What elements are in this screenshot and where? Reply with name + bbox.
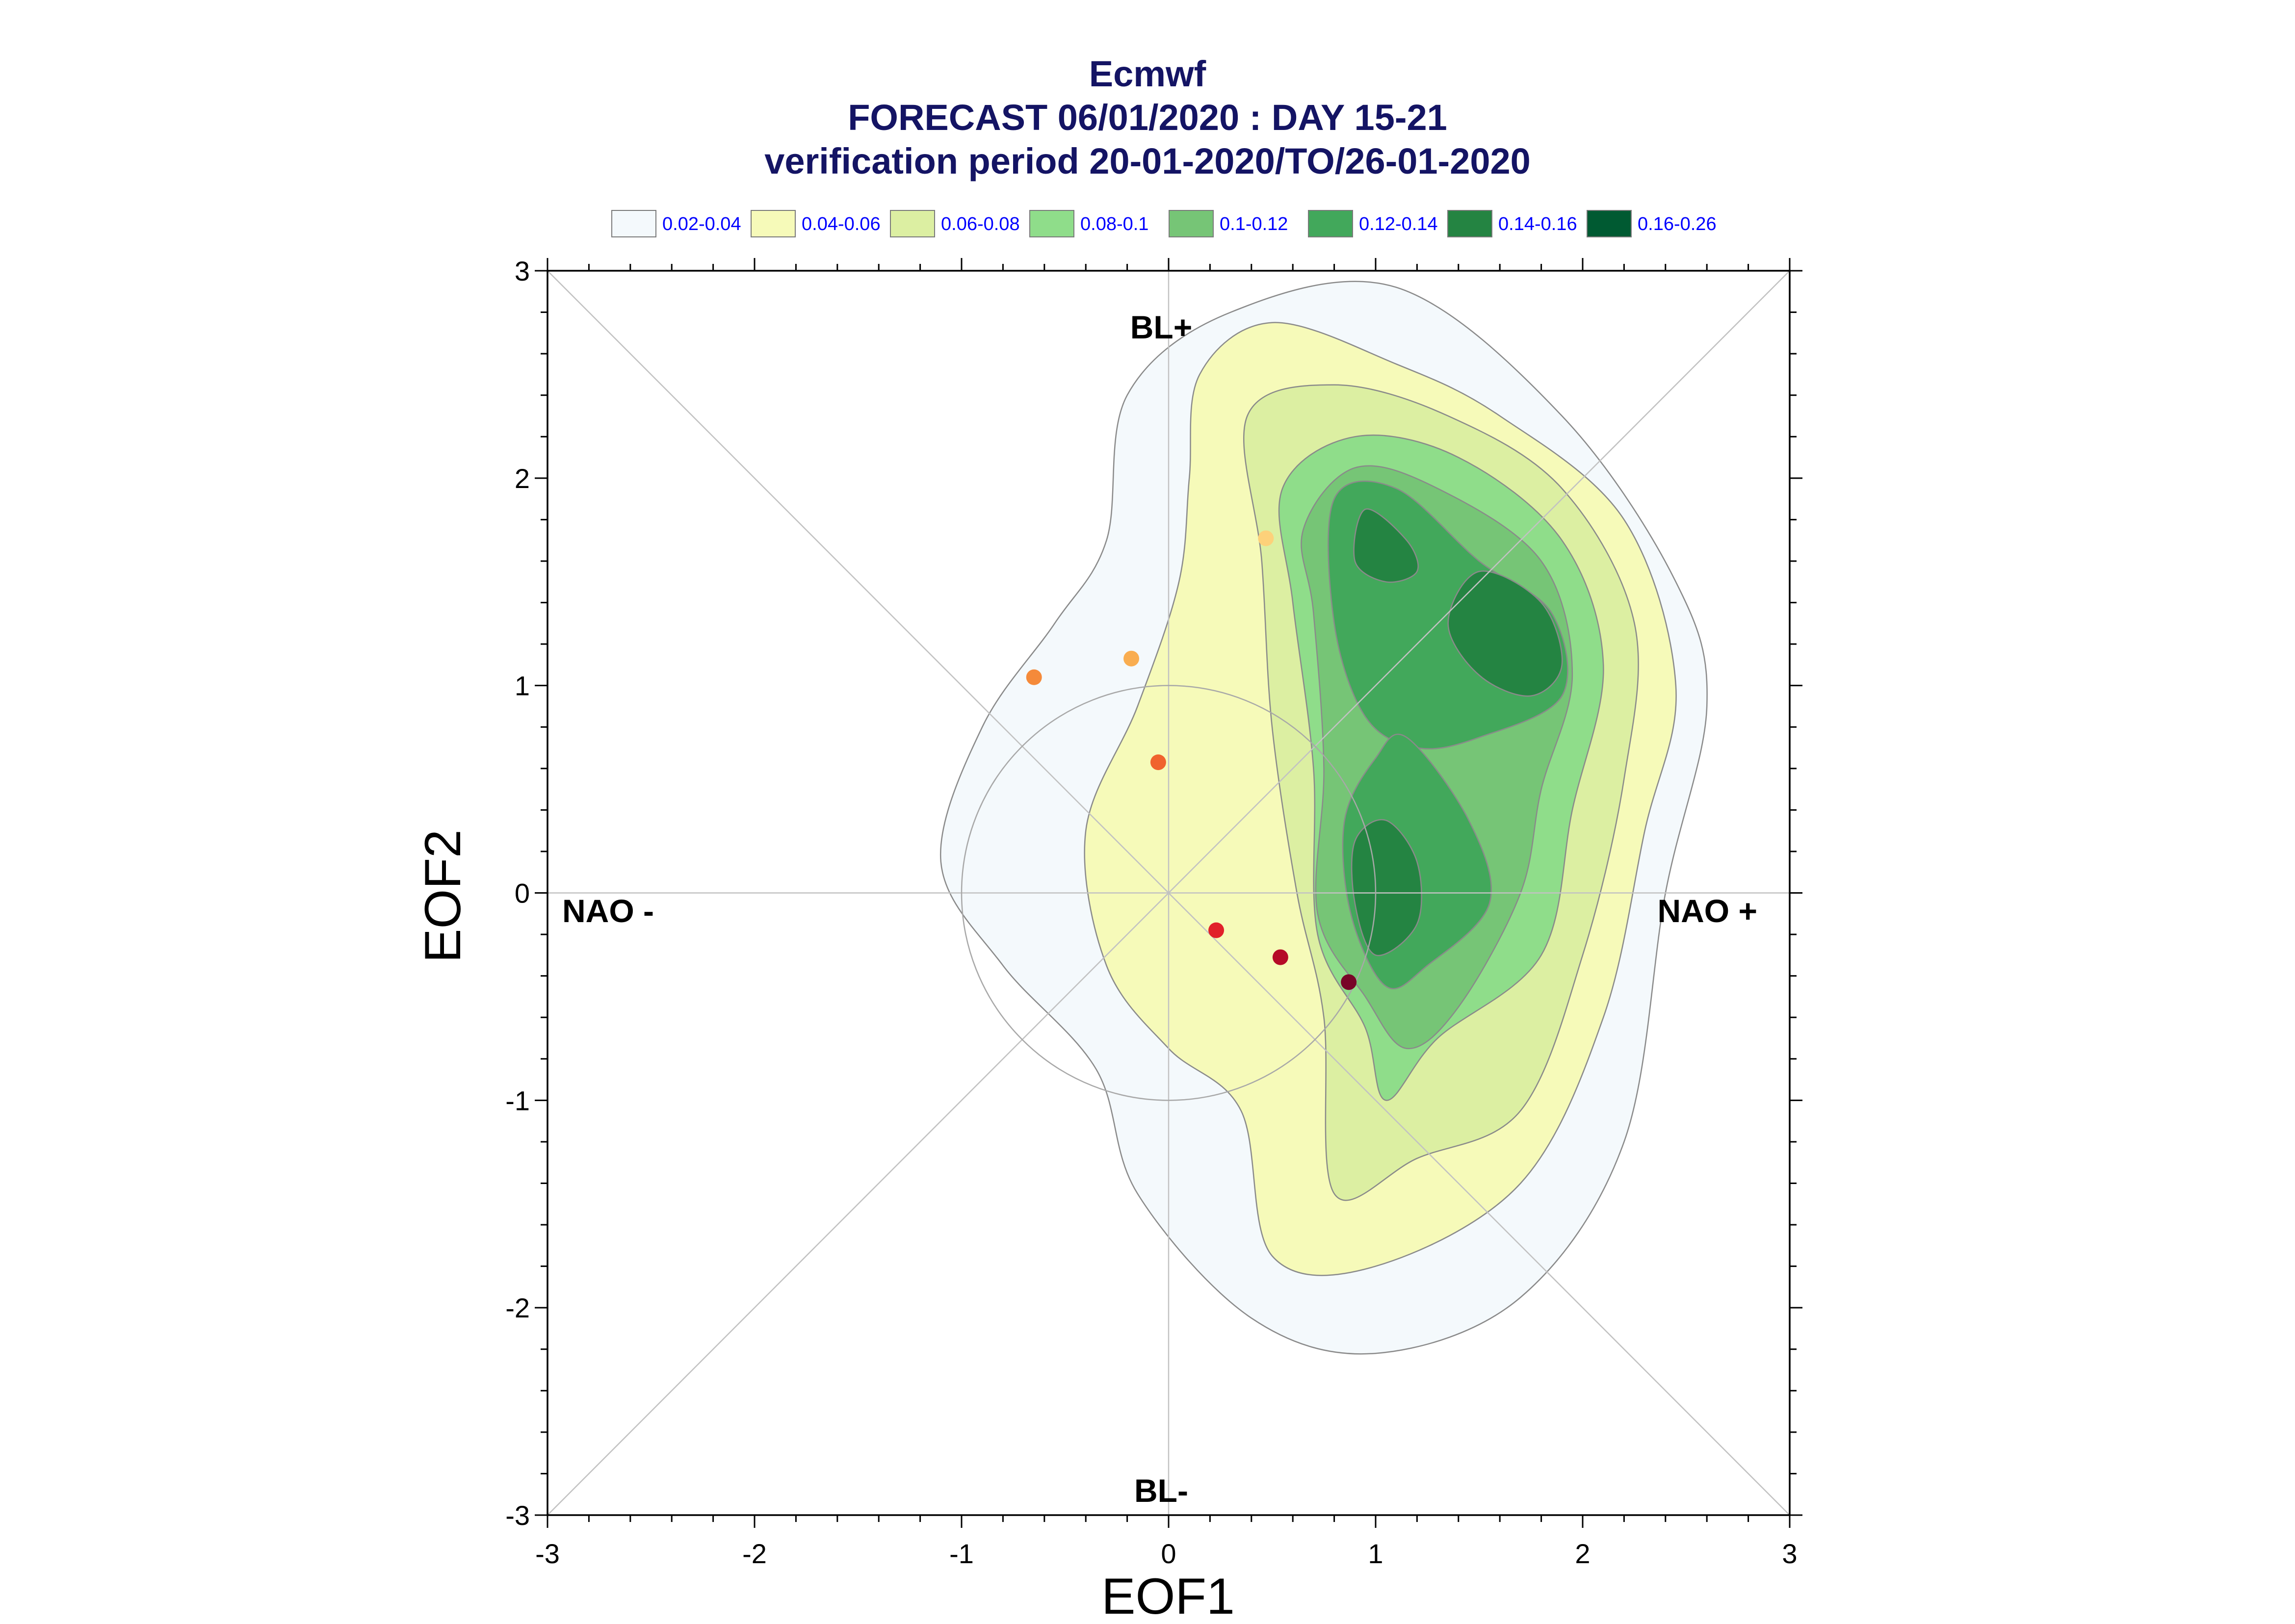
x-tick-label: -1 [949, 1538, 974, 1569]
y-axis-title: EOF2 [415, 829, 471, 963]
forecast-point [1341, 974, 1357, 990]
y-tick-label: 1 [515, 670, 530, 701]
legend: 0.02-0.04 0.04-0.06 0.06-0.08 0.08-0.1 0.1-0… [611, 210, 1717, 237]
forecast-point [1258, 530, 1274, 546]
forecast-point [1150, 754, 1166, 771]
legend-swatch [1169, 210, 1214, 237]
x-tick-label: 1 [1368, 1538, 1383, 1569]
legend-label: 0.04-0.06 [802, 214, 881, 234]
density-contours [939, 281, 1708, 1355]
legend-label: 0.06-0.08 [941, 214, 1020, 234]
legend-label: 0.14-0.16 [1498, 214, 1577, 234]
legend-swatch [1447, 210, 1492, 237]
forecast-point [1208, 922, 1225, 938]
y-tick-label: -3 [505, 1500, 530, 1531]
x-tick-label: 0 [1161, 1538, 1176, 1569]
legend-label: 0.16-0.26 [1638, 214, 1717, 234]
forecast-point [1026, 669, 1042, 685]
guide-lines [547, 270, 1790, 1516]
x-tick-label: -3 [535, 1538, 560, 1569]
forecast-points [1026, 530, 1357, 990]
legend-swatch [611, 210, 656, 237]
y-tick-label: -1 [505, 1085, 530, 1116]
density-contour [1353, 508, 1419, 583]
density-contour [1351, 819, 1422, 956]
title-line-1: Ecmwf [1089, 53, 1206, 94]
x-tick-label: 2 [1575, 1538, 1590, 1569]
legend-swatch [1029, 210, 1074, 237]
title-line-2: FORECAST 06/01/2020 : DAY 15-21 [848, 97, 1447, 138]
legend-swatch [1587, 210, 1632, 237]
axis-ticks: -3 -2 -1 0 1 2 3 -3 -2 -1 0 1 2 3 [505, 256, 1802, 1569]
legend-label: 0.08-0.1 [1080, 214, 1148, 234]
forecast-point [1272, 949, 1288, 965]
density-contour [1447, 570, 1563, 697]
title-line-3: verification period 20-01-2020/TO/26-01-… [764, 141, 1531, 181]
x-tick-label: -2 [742, 1538, 767, 1569]
legend-label: 0.12-0.14 [1359, 214, 1438, 234]
regime-label-right: NAO + [1657, 893, 1757, 929]
legend-swatch [751, 210, 796, 237]
regime-label-top: BL+ [1130, 309, 1193, 345]
legend-label: 0.02-0.04 [662, 214, 741, 234]
plot-area: -3 -2 -1 0 1 2 3 -3 -2 -1 0 1 2 3 [505, 256, 1802, 1569]
regime-label-left: NAO - [562, 893, 654, 929]
legend-swatch [1308, 210, 1353, 237]
y-tick-label: 0 [515, 878, 530, 909]
regime-label-bottom: BL- [1134, 1472, 1188, 1509]
chart-title: Ecmwf FORECAST 06/01/2020 : DAY 15-21 ve… [764, 53, 1531, 181]
y-tick-label: 3 [515, 256, 530, 286]
x-axis-title: EOF1 [1101, 1568, 1235, 1624]
y-tick-label: 2 [515, 463, 530, 494]
reference-circle [961, 685, 1377, 1101]
legend-swatch [890, 210, 935, 237]
legend-label: 0.1-0.12 [1220, 214, 1288, 234]
x-tick-label: 3 [1782, 1538, 1797, 1569]
y-tick-label: -2 [505, 1292, 530, 1323]
forecast-point [1123, 650, 1140, 667]
